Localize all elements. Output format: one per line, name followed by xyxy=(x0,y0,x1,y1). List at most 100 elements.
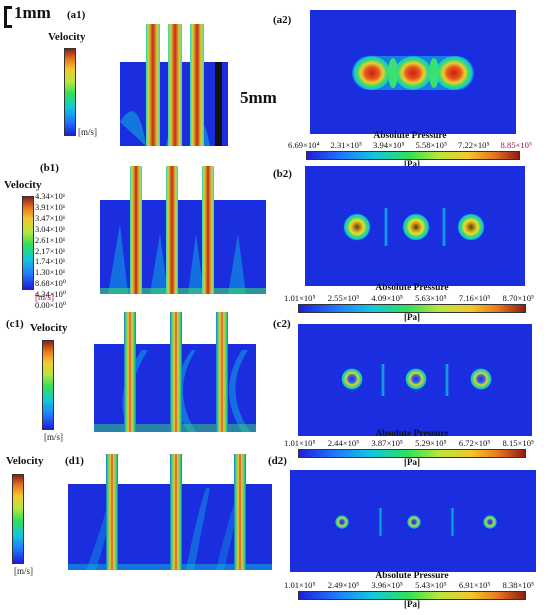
pressure-field-d2 xyxy=(290,470,536,572)
velocity-colorbar-c1 xyxy=(42,340,54,430)
spot-b2-2 xyxy=(402,213,430,241)
tick-d2-5: 8.38×10⁵ xyxy=(502,580,534,590)
spot-c2-1 xyxy=(341,368,363,390)
vtick-b1-5: 2.17×10¹ xyxy=(35,246,66,256)
velocity-ticks-b1: 4.34×10¹ 3.91×10¹ 3.47×10¹ 3.04×10¹ 2.61… xyxy=(35,192,66,312)
tick-c2-3: 5.29×10⁵ xyxy=(415,438,447,448)
velocity-title-c1: Velocity xyxy=(30,322,68,334)
velocity-unit-b1: [m/s] xyxy=(35,292,54,302)
tick-c2-0: 1.01×10⁵ xyxy=(284,438,316,448)
velocity-field-d1 xyxy=(68,454,272,570)
scale-bar-label: 1mm xyxy=(14,3,51,22)
tick-a2-4: 7.22×10⁵ xyxy=(458,140,490,150)
tick-a2-2: 3.94×10⁵ xyxy=(373,140,405,150)
tick-b2-2: 4.09×10⁵ xyxy=(371,293,403,303)
velocity-title-b1: Velocity xyxy=(4,179,42,191)
panel-label-a1: (a1) xyxy=(67,9,86,21)
tick-b2-5: 8.70×10⁵ xyxy=(502,293,534,303)
tick-b2-0: 1.01×10⁵ xyxy=(284,293,316,303)
pressure-unit-a2: [Pa] xyxy=(404,159,420,169)
pressure-field-a2 xyxy=(310,10,516,134)
vtick-b1-7: 1.30×10¹ xyxy=(35,268,66,278)
tick-c2-2: 3.87×10⁵ xyxy=(371,438,403,448)
pressure-colorbar-d2 xyxy=(298,591,526,600)
jet-b1-2 xyxy=(166,166,178,294)
pressure-colorbar-a2 xyxy=(306,151,520,160)
spot-b2-3 xyxy=(457,213,485,241)
spot-c2-3 xyxy=(470,368,492,390)
pressure-unit-d2: [Pa] xyxy=(404,599,420,609)
spot-b2-1 xyxy=(343,213,371,241)
panel-label-d1: (d1) xyxy=(65,455,84,467)
tick-d2-1: 2.49×10⁵ xyxy=(327,580,360,590)
panel-label-c2: (c2) xyxy=(273,318,291,330)
tick-b2-3: 5.63×10⁵ xyxy=(415,293,447,303)
pressure-ticks-b2: 1.01×10⁵ 2.55×10⁵ 4.09×10⁵ 5.63×10⁵ 7.16… xyxy=(284,293,534,303)
jet-a1-2 xyxy=(168,24,182,146)
spot-d2-1 xyxy=(335,515,349,529)
vtick-b1-1: 3.91×10¹ xyxy=(35,202,66,212)
jet-d1-1 xyxy=(106,454,118,570)
tick-d2-2: 3.96×10⁵ xyxy=(371,580,403,590)
panel-label-a2: (a2) xyxy=(273,14,292,26)
jet-c1-3 xyxy=(216,312,228,432)
pressure-field-c2 xyxy=(298,324,532,436)
spot-a2-1 xyxy=(352,55,392,91)
vtick-b1-9: 4.34×10⁰ xyxy=(35,290,67,300)
tick-a2-1: 2.31×10⁵ xyxy=(330,140,362,150)
wall-a1 xyxy=(215,62,222,146)
velocity-field-a1 xyxy=(120,24,228,146)
velocity-unit-a1: [m/s] xyxy=(78,127,97,137)
tick-c2-4: 6.72×10⁵ xyxy=(458,438,491,448)
tick-b2-4: 7.16×10⁵ xyxy=(458,293,491,303)
velocity-unit-c1: [m/s] xyxy=(44,432,63,442)
pressure-ticks-d2: 1.01×10⁵ 2.49×10⁵ 3.96×10⁵ 5.43×10⁵ 6.91… xyxy=(284,580,534,590)
pressure-title-b2: Absolute Pressure xyxy=(375,283,449,293)
vtick-b1-2: 3.47×10¹ xyxy=(35,213,66,223)
pressure-unit-b2: [Pa] xyxy=(404,312,420,322)
velocity-title-a1: Velocity xyxy=(48,31,86,43)
panel-label-c1: (c1) xyxy=(6,318,24,330)
scale-bar xyxy=(4,6,12,28)
jet-a1-3 xyxy=(190,24,204,146)
spot-d2-2 xyxy=(407,515,421,529)
jet-d1-2 xyxy=(170,454,182,570)
velocity-title-d1: Velocity xyxy=(6,455,44,467)
tick-c2-5: 8.15×10⁵ xyxy=(502,438,534,448)
jet-c1-2 xyxy=(170,312,182,432)
velocity-colorbar-a1 xyxy=(64,48,76,136)
pressure-title-c2: Absolute Pressure xyxy=(375,429,449,439)
pressure-ticks-c2: 1.01×10⁵ 2.44×10⁵ 3.87×10⁵ 5.29×10⁵ 6.72… xyxy=(284,438,534,448)
pressure-colorbar-b2 xyxy=(298,304,526,313)
panel-label-b2: (b2) xyxy=(273,168,292,180)
jet-b1-1 xyxy=(130,166,142,294)
vtick-b1-6: 1.74×10¹ xyxy=(35,257,66,267)
pressure-title-d2: Absolute Pressure xyxy=(375,571,449,581)
spot-a2-3 xyxy=(434,55,474,91)
tick-a2-5: 8.85×10⁵ xyxy=(500,140,532,150)
velocity-field-c1 xyxy=(94,312,256,432)
panel-label-d2: (d2) xyxy=(268,455,287,467)
pressure-unit-c2: [Pa] xyxy=(404,457,420,467)
spot-c2-2 xyxy=(405,368,427,390)
pressure-ticks-a2: 6.69×10⁴ 2.31×10⁵ 3.94×10⁵ 5.58×10⁵ 7.22… xyxy=(288,140,532,150)
jet-d1-3 xyxy=(234,454,246,570)
vtick-b1-0: 4.34×10¹ xyxy=(35,192,66,201)
jet-b1-3 xyxy=(202,166,214,294)
tick-c2-1: 2.44×10⁵ xyxy=(327,438,360,448)
velocity-colorbar-b1 xyxy=(22,196,34,290)
vtick-b1-4: 2.61×10¹ xyxy=(35,235,66,245)
spot-a2-2 xyxy=(393,55,433,91)
spot-d2-3 xyxy=(483,515,497,529)
tick-d2-0: 1.01×10⁵ xyxy=(284,580,316,590)
velocity-field-b1 xyxy=(100,166,266,294)
pressure-field-b2 xyxy=(305,166,525,286)
vtick-b1-3: 3.04×10¹ xyxy=(35,224,66,234)
jet-a1-1 xyxy=(146,24,160,146)
vtick-b1-8: 8.68×10⁰ xyxy=(35,279,67,289)
tick-d2-3: 5.43×10⁵ xyxy=(415,580,447,590)
pressure-title-a2: Absolute Pressure xyxy=(373,131,447,141)
vtick-b1-10: 0.00×10⁰ xyxy=(35,301,67,311)
tick-a2-3: 5.58×10⁵ xyxy=(415,140,447,150)
dimension-label: 5mm xyxy=(240,88,277,107)
